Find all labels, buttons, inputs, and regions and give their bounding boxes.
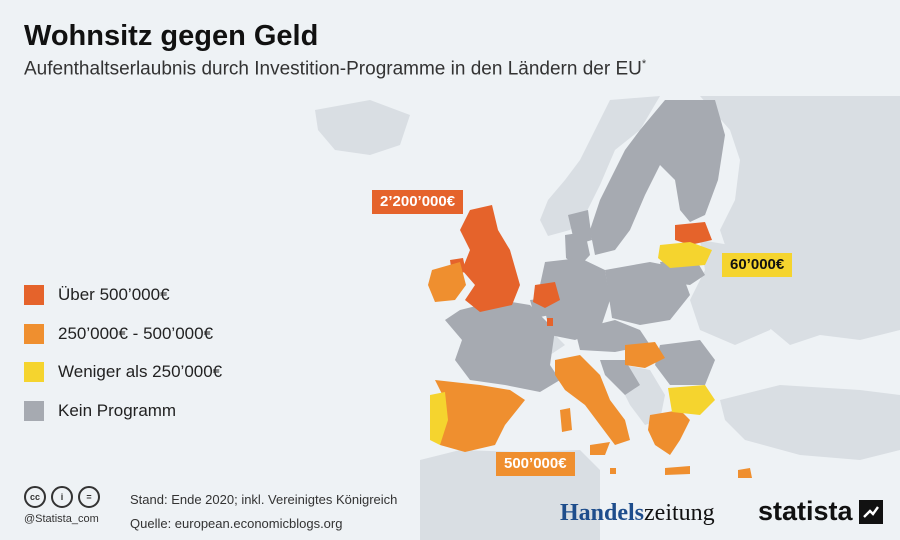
region-norway bbox=[540, 96, 660, 236]
legend-label: Über 500’000€ bbox=[58, 285, 170, 305]
statista-wordmark: statista bbox=[758, 496, 853, 526]
chart-subtitle: Aufenthaltserlaubnis durch Investition-P… bbox=[24, 58, 646, 80]
license-icons: cc i = bbox=[24, 486, 100, 508]
region-latvia bbox=[658, 242, 712, 268]
chart-title: Wohnsitz gegen Geld bbox=[24, 20, 319, 52]
region-croatia-slovenia bbox=[600, 360, 640, 395]
subtitle-footnote-mark: * bbox=[641, 58, 647, 70]
region-spain bbox=[435, 380, 525, 452]
region-germany bbox=[540, 258, 610, 340]
mid-range-countries bbox=[428, 262, 752, 478]
legend-item-none: Kein Programm bbox=[24, 392, 222, 431]
subtitle-text: Aufenthaltserlaubnis durch Investition-P… bbox=[24, 58, 642, 80]
legend-item-mid: 250’000€ - 500’000€ bbox=[24, 315, 222, 354]
statista-mark-icon bbox=[858, 499, 883, 524]
region-netherlands bbox=[533, 282, 560, 308]
logo-part-a: Handels bbox=[560, 500, 645, 526]
no-derivatives-icon: = bbox=[78, 486, 100, 508]
statista-handle: @Statista_com bbox=[24, 513, 99, 525]
callout-latvia: 60’000€ bbox=[722, 253, 793, 277]
region-sicily bbox=[590, 442, 610, 455]
over-500k-countries bbox=[450, 205, 712, 326]
region-greece bbox=[648, 410, 690, 455]
date-note: Stand: Ende 2020; inkl. Vereinigtes Köni… bbox=[130, 492, 398, 507]
callout-uk: 2’200’000€ bbox=[372, 190, 464, 214]
legend-label: 250’000€ - 500’000€ bbox=[58, 323, 214, 343]
region-sardinia bbox=[560, 408, 572, 432]
region-malta bbox=[610, 468, 616, 474]
region-czech-austria-slovakia bbox=[575, 320, 650, 352]
source-line: Quelle: european.economicblogs.org bbox=[130, 516, 343, 531]
under-250k-countries bbox=[430, 242, 715, 445]
cc-icon: cc bbox=[24, 486, 46, 508]
region-greenland-iceland bbox=[315, 100, 410, 155]
handelszeitung-logo: Handelszeitung bbox=[560, 500, 715, 527]
region-bulgaria bbox=[668, 385, 715, 415]
legend: Über 500’000€ 250’000€ - 500’000€ Wenige… bbox=[24, 276, 222, 430]
region-cyprus bbox=[738, 468, 752, 478]
statista-logo: statista bbox=[758, 496, 883, 527]
legend-label: Kein Programm bbox=[58, 400, 177, 420]
legend-swatch bbox=[24, 285, 44, 306]
logo-part-b: zeitung bbox=[644, 500, 715, 526]
legend-swatch bbox=[24, 362, 44, 383]
attribution-icon: i bbox=[51, 486, 73, 508]
region-turkey bbox=[720, 385, 900, 460]
legend-swatch bbox=[24, 323, 44, 344]
region-sweden-finland bbox=[590, 100, 725, 255]
region-sweden-coast bbox=[568, 210, 592, 245]
no-programme-countries bbox=[445, 100, 725, 395]
region-uk bbox=[460, 205, 520, 312]
legend-label: Weniger als 250’000€ bbox=[58, 362, 223, 382]
legend-item-over-500k: Über 500’000€ bbox=[24, 276, 222, 315]
non-eu-land bbox=[315, 96, 900, 540]
region-portugal bbox=[430, 392, 448, 445]
region-italy bbox=[555, 355, 630, 445]
region-luxembourg bbox=[547, 318, 553, 326]
source-block: Stand: Ende 2020; inkl. Vereinigtes Köni… bbox=[130, 488, 397, 536]
region-crete bbox=[665, 466, 690, 475]
region-ireland bbox=[428, 262, 466, 302]
legend-swatch bbox=[24, 400, 44, 421]
legend-item-under-250k: Weniger als 250’000€ bbox=[24, 353, 222, 392]
region-hungary bbox=[625, 342, 665, 368]
region-estonia bbox=[675, 222, 712, 245]
region-france bbox=[445, 300, 560, 392]
region-romania bbox=[655, 340, 715, 385]
callout-italy: 500’000€ bbox=[496, 452, 575, 476]
